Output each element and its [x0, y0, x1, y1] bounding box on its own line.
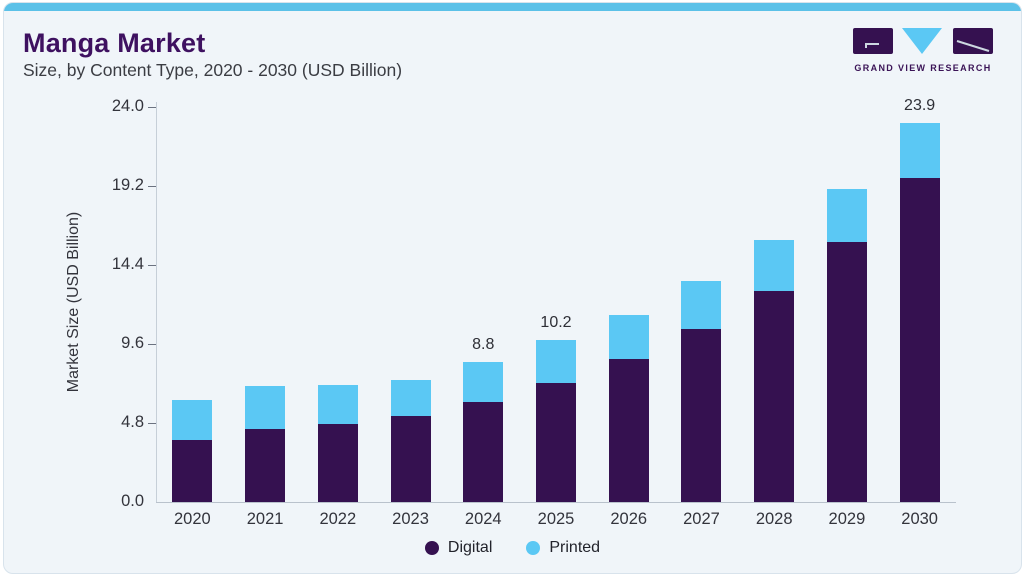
y-tick-label: 14.4 — [111, 255, 144, 274]
legend-label-digital: Digital — [447, 539, 493, 556]
bar-segment-printed-2030 — [899, 122, 940, 179]
bar-segment-digital-2027 — [681, 329, 722, 502]
x-tick-label-2028: 2028 — [755, 510, 793, 528]
y-tick-mark — [148, 185, 156, 187]
plot-area: 0.0 4.8 9.6 14.4 19.2 24.0 2020 2021 2022 2023 8.8… — [112, 97, 956, 528]
brand-name: GRAND VIEW RESEARCH — [854, 63, 992, 73]
bar-segment-printed-2027 — [681, 281, 722, 330]
bar-segment-printed-2025 — [536, 340, 576, 383]
x-tick-label-2020: 2020 — [174, 510, 211, 528]
bar-segment-printed-2029 — [826, 189, 867, 242]
x-axis-line — [156, 502, 956, 503]
chart-card: Manga Market Size, by Content Type, 2020… — [3, 2, 1022, 574]
legend-dot-digital — [424, 541, 439, 555]
gvr-logo-icon — [853, 28, 993, 54]
bar-value-label-2030: 23.9 — [904, 96, 936, 114]
bar-segment-digital-2025 — [536, 382, 576, 502]
bar-segment-digital-2026 — [608, 359, 649, 502]
x-tick-label-2027: 2027 — [683, 510, 720, 528]
bar-segment-printed-2026 — [608, 314, 649, 360]
x-tick-label-2025: 2025 — [537, 510, 575, 528]
bar-value-label-2024: 8.8 — [472, 336, 495, 354]
y-axis-title: Market Size (USD Billion) — [65, 211, 82, 393]
y-tick-label: 9.6 — [121, 334, 144, 353]
bar-segment-printed-2021 — [245, 386, 286, 429]
y-tick-label: 24.0 — [111, 97, 144, 116]
page-subtitle: Size, by Content Type, 2020 - 2030 (USD … — [23, 60, 403, 80]
bar-segment-digital-2028 — [754, 290, 795, 502]
y-axis-line — [156, 102, 157, 502]
y-tick-mark — [148, 343, 156, 345]
legend-dot-printed — [526, 541, 541, 555]
x-tick-label-2024: 2024 — [464, 510, 502, 528]
x-tick-label-2023: 2023 — [392, 510, 429, 528]
page-title: Manga Market — [23, 28, 206, 58]
y-tick-label: 0.0 — [121, 492, 144, 510]
bar-segment-printed-2024 — [463, 362, 504, 403]
x-tick-label-2026: 2026 — [610, 510, 648, 528]
bar-segment-printed-2023 — [390, 379, 431, 417]
legend-label-printed: Printed — [549, 539, 601, 556]
bar-segment-digital-2029 — [826, 241, 867, 502]
x-tick-label-2030: 2030 — [901, 510, 938, 528]
x-tick-label-2029: 2029 — [828, 510, 866, 528]
bar-value-label-2025: 10.2 — [540, 314, 572, 332]
bar-segment-digital-2022 — [317, 424, 358, 502]
y-tick-mark — [148, 264, 156, 266]
x-tick-label-2021: 2021 — [246, 510, 284, 528]
bar-segment-printed-2028 — [754, 240, 795, 291]
bar-segment-digital-2020 — [172, 440, 213, 502]
y-tick-mark — [148, 422, 156, 424]
bar-segment-printed-2022 — [317, 384, 358, 425]
y-tick-mark — [148, 106, 156, 108]
y-tick-label: 4.8 — [121, 413, 144, 432]
legend-item-printed: Printed — [526, 539, 600, 557]
bar-segment-digital-2023 — [390, 416, 431, 502]
bar-segment-digital-2024 — [463, 402, 504, 502]
y-tick-label: 19.2 — [111, 176, 144, 195]
legend-item-digital: Digital — [424, 539, 493, 557]
brand-logo: GRAND VIEW RESEARCH — [852, 28, 994, 73]
bar-segment-digital-2030 — [899, 178, 940, 502]
bar-segment-digital-2021 — [245, 429, 286, 502]
chart-legend: Digital Printed — [4, 539, 1021, 557]
top-accent-bar — [4, 3, 1021, 11]
bar-segment-printed-2020 — [172, 400, 213, 441]
x-tick-label-2022: 2022 — [319, 510, 357, 528]
